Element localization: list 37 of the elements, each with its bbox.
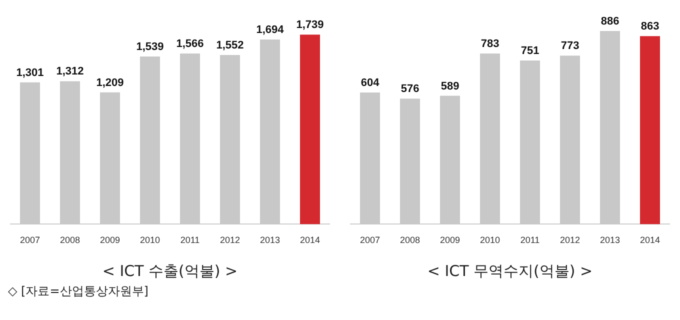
x-tick-label: 2013 [600,235,620,246]
data-label: 576 [400,83,420,96]
data-label: 1,301 [16,66,44,79]
x-tick-label: 2010 [480,235,500,246]
bar [640,36,660,224]
x-tick-label: 2014 [640,235,660,246]
data-label: 589 [440,80,460,92]
x-tick-label: 2010 [140,235,160,246]
x-tick-label: 2008 [60,235,80,246]
data-label: 604 [360,77,380,90]
data-label: 783 [480,38,500,50]
x-tick-label: 2011 [180,235,200,246]
data-label: 1,209 [96,76,124,89]
text: < ICT 무역수지(억불) > [427,262,593,280]
data-label: 751 [520,45,540,58]
x-tick-label: 2007 [20,235,40,246]
text: ◇ [자료=산업통상자원부] [8,283,150,300]
data-label: 1,566 [176,38,204,50]
x-tick-label: 2012 [220,235,240,246]
x-tick-label: 2009 [100,235,120,246]
x-tick-label: 2012 [560,235,580,246]
bar [300,34,320,224]
data-label: 886 [600,16,620,28]
x-tick-label: 2013 [260,235,280,246]
x-tick-label: 2008 [400,235,420,246]
text: < ICT 수출(억불) > [102,262,238,280]
data-label: 1,739 [296,19,324,32]
data-label: 1,539 [136,40,164,53]
x-tick-label: 2014 [300,235,320,246]
data-label: 1,694 [256,24,285,36]
x-tick-label: 2009 [440,235,460,246]
data-label: 1,552 [216,40,244,52]
data-label: 863 [640,20,660,33]
data-label: 1,312 [56,66,84,78]
x-tick-label: 2011 [520,235,540,246]
data-label: 773 [560,40,580,52]
x-tick-label: 2007 [360,235,380,246]
